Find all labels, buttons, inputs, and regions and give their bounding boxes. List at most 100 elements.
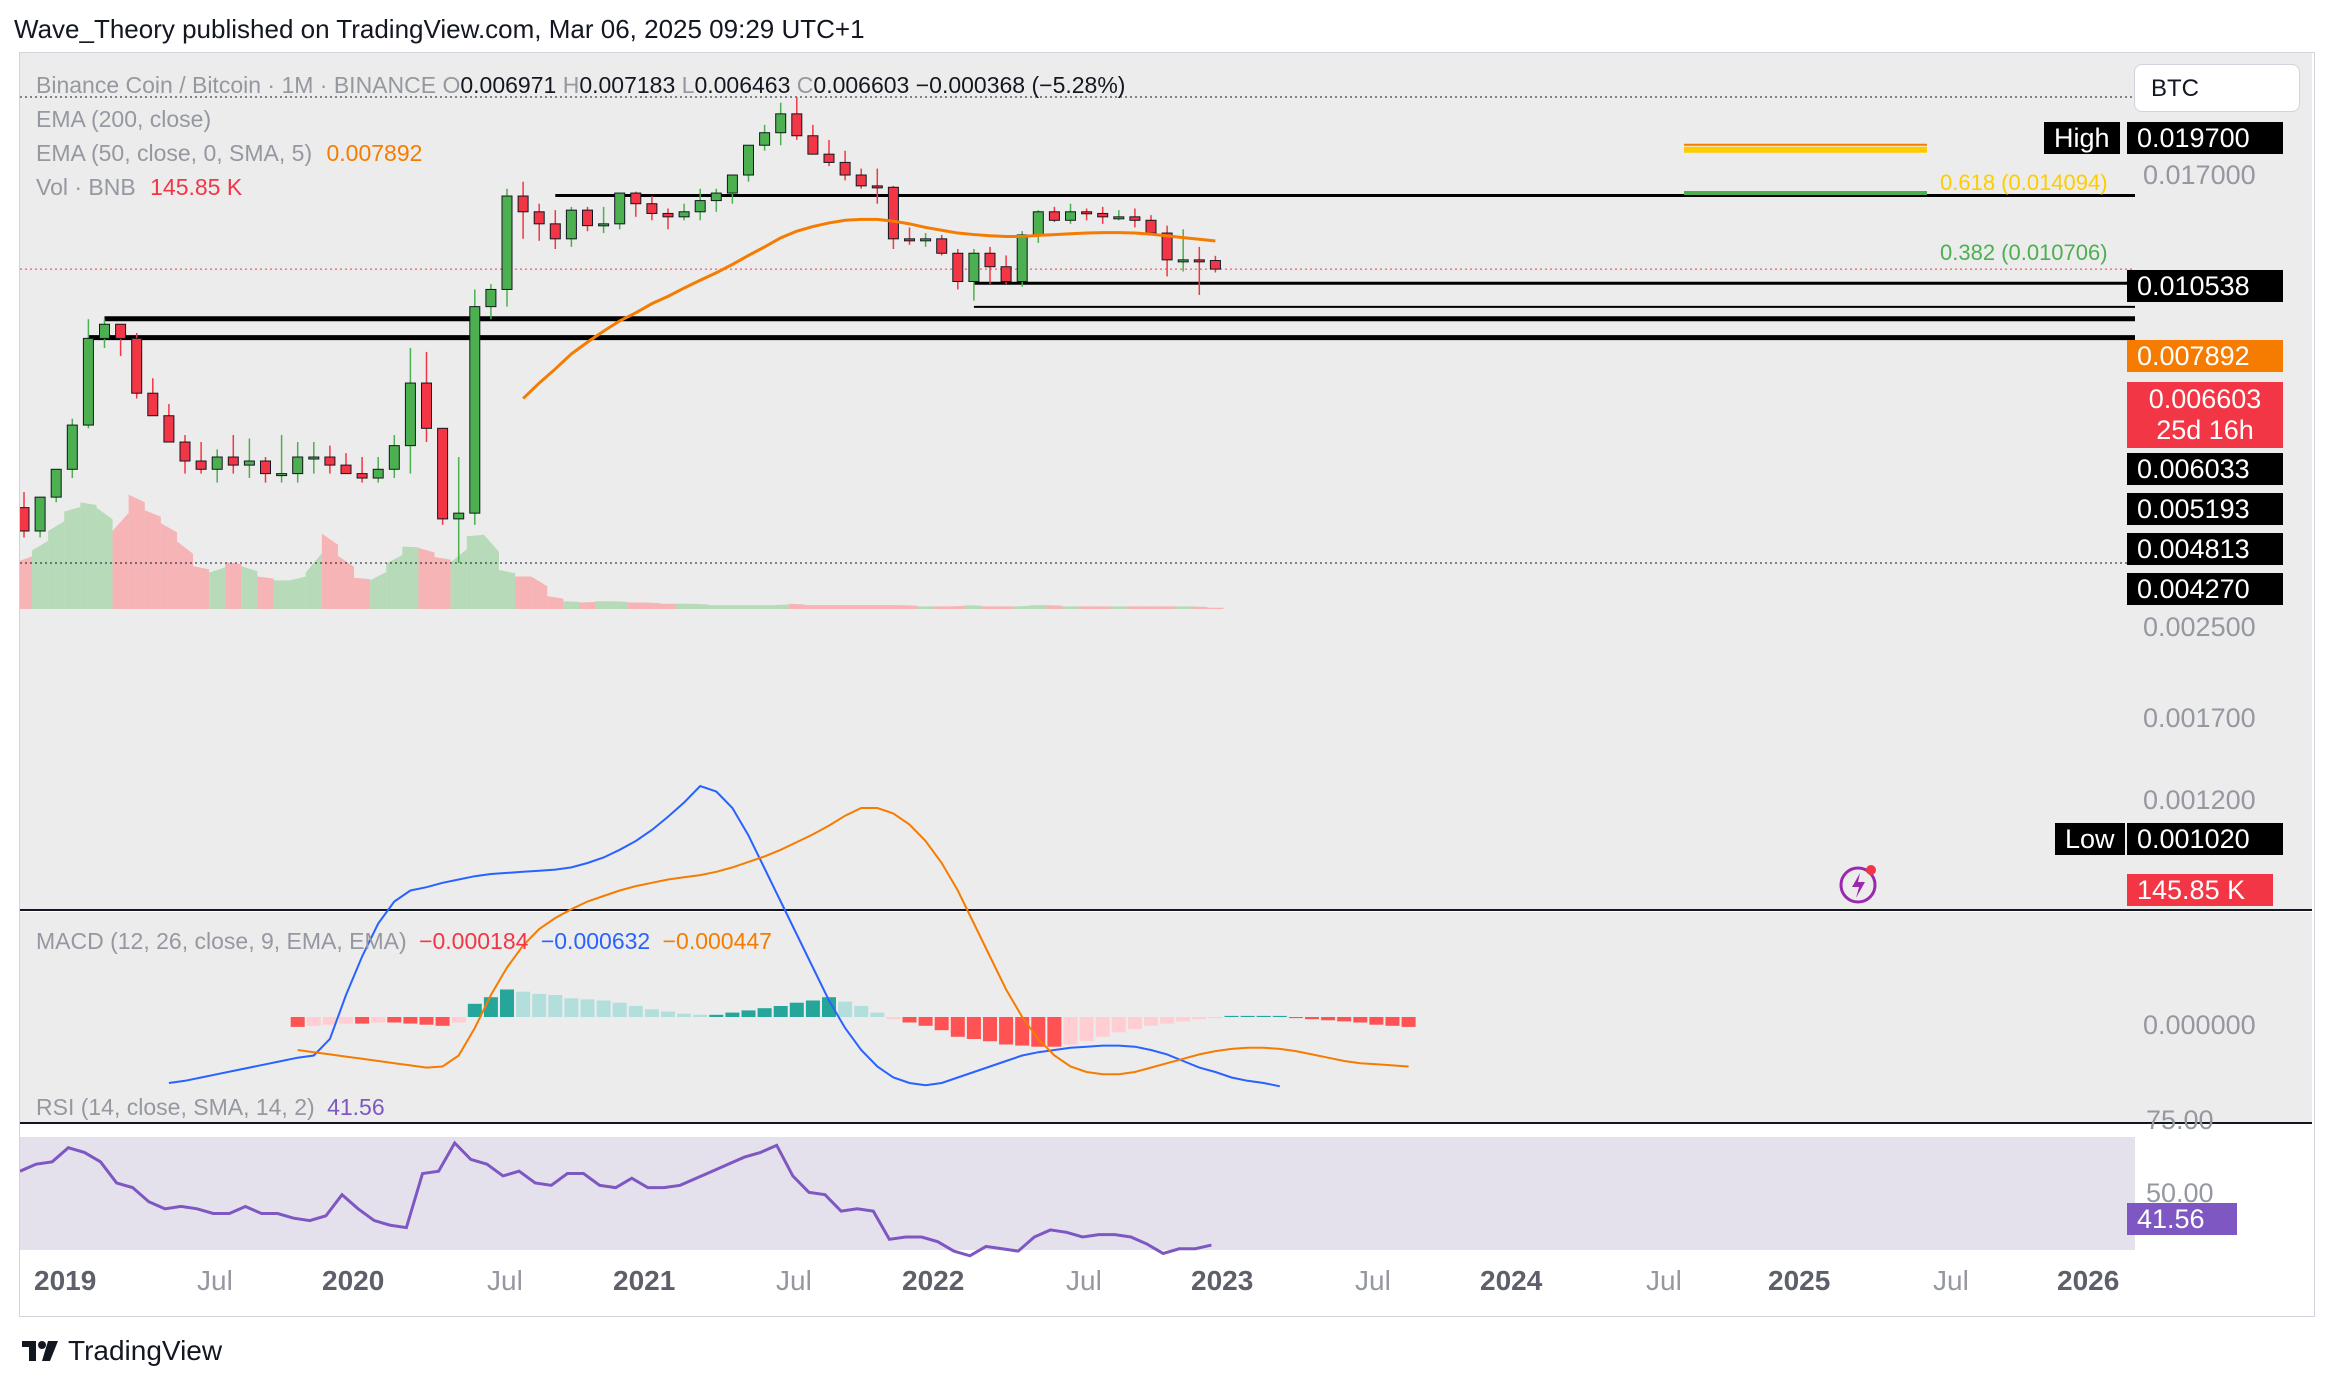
x-tick-2020: 2020 — [322, 1265, 385, 1296]
legend-rsi: RSI (14, close, SMA, 14, 2) — [36, 1094, 315, 1120]
candle-body — [549, 223, 561, 240]
high-tag: High — [2044, 122, 2120, 154]
candle-body — [20, 507, 30, 532]
macd-histogram-bar — [1337, 1017, 1352, 1022]
volume-series — [20, 494, 1224, 609]
candle-body — [501, 195, 513, 290]
candle-body — [855, 174, 867, 187]
macd-histogram-bar — [757, 1008, 772, 1017]
macd-histogram-bar — [1176, 1017, 1191, 1022]
volume-bar — [659, 603, 677, 609]
candle-body — [195, 460, 207, 470]
volume-bar — [1110, 606, 1127, 609]
legend-ema200: EMA (200, close) — [36, 106, 212, 132]
candle-body — [662, 212, 674, 218]
candle-body — [1032, 211, 1044, 236]
macd-histogram-bar — [1015, 1017, 1030, 1046]
macd-histogram-bar — [1047, 1017, 1062, 1047]
legend-c-label: C — [796, 72, 814, 98]
macd-histogram-bar — [805, 1000, 820, 1017]
volume-bar — [885, 605, 902, 609]
macd-histogram-bar — [709, 1014, 724, 1017]
macd-histogram-bar — [451, 1017, 466, 1023]
volume-bar — [772, 604, 789, 609]
macd-histogram-bar — [1369, 1017, 1384, 1025]
rsi-band — [20, 1137, 2135, 1250]
candle-body — [50, 468, 62, 498]
volume-bar — [241, 566, 258, 609]
currency-selector[interactable]: BTC — [2134, 64, 2300, 112]
candle-body — [517, 195, 529, 213]
support-4-label: 0.004270 — [2127, 573, 2283, 605]
volume-bar — [788, 603, 805, 609]
volume-bar — [595, 601, 612, 609]
macd-histogram-bar — [387, 1017, 402, 1023]
volume-bar — [1078, 606, 1095, 609]
fib-618-label: 0.618 (0.014094) — [1940, 170, 2108, 195]
volume-bar — [643, 602, 660, 609]
volume-bar — [740, 605, 757, 609]
macd-histogram-bar — [999, 1017, 1014, 1045]
volume-bar — [724, 605, 741, 609]
volume-bar — [531, 576, 548, 609]
legend-vol: Vol · BNB — [36, 174, 136, 200]
chart-canvas[interactable]: 0.618 (0.014094) 0.382 (0.010706) — [20, 53, 2312, 1315]
x-tick-2022: 2022 — [902, 1265, 965, 1296]
candle-body — [646, 203, 658, 214]
candle-body — [356, 473, 368, 479]
macd-histogram-bar — [1256, 1015, 1271, 1017]
macd-histogram-bar — [1111, 1017, 1126, 1033]
volume-bar — [209, 567, 226, 609]
legend-change: −0.000368 (−5.28%) — [915, 72, 1126, 98]
volume-bar — [1062, 606, 1079, 609]
macd-histogram-bar — [1144, 1017, 1158, 1026]
candle-body — [775, 113, 787, 134]
volume-bar — [869, 605, 886, 609]
candle-body — [485, 288, 497, 308]
macd-histogram-bar — [677, 1013, 692, 1017]
macd-histogram-bar — [870, 1012, 885, 1017]
volume-bar — [547, 596, 564, 609]
candle-body — [1000, 266, 1012, 283]
volume-bar — [225, 562, 242, 609]
volume-bar — [370, 571, 387, 609]
candle-body — [904, 238, 915, 242]
volume-bar — [917, 606, 934, 609]
last-price-box: 0.006603 25d 16h — [2127, 382, 2283, 448]
x-tick-jul-2020: Jul — [487, 1265, 523, 1296]
macd-histogram-bar — [966, 1017, 981, 1039]
volume-bar — [579, 601, 596, 609]
tradingview-logo-icon — [22, 1341, 58, 1361]
last-price: 0.006603 — [2148, 384, 2262, 414]
volume-bar — [418, 547, 435, 609]
volume-bar — [321, 533, 338, 609]
volume-bar — [676, 603, 693, 609]
alert-icon[interactable] — [1839, 865, 1877, 904]
candle-body — [453, 512, 465, 520]
macd-histogram-bar — [467, 1003, 482, 1017]
macd-histogram-bar — [693, 1014, 708, 1017]
macd-histogram-bar — [1224, 1015, 1239, 1017]
candle-body — [694, 200, 706, 213]
volume-bar — [933, 606, 950, 609]
volume-bar — [1126, 606, 1143, 609]
volume-bar — [804, 605, 821, 609]
legend-close: 0.006603 — [813, 72, 910, 98]
volume-bar — [144, 510, 161, 609]
footer-brand[interactable]: TradingView — [20, 1335, 222, 1367]
volume-bar — [80, 502, 97, 609]
macd-zero-label: 0.000000 — [2143, 1010, 2256, 1040]
x-tick-2023: 2023 — [1191, 1265, 1254, 1296]
legend-macd-row: MACD (12, 26, close, 9, EMA, EMA) −0.000… — [36, 928, 772, 955]
volume-bar — [434, 557, 451, 609]
macd-histogram-bar — [1401, 1017, 1416, 1027]
volume-price-label: 145.85 K — [2127, 874, 2273, 906]
macd-histogram-bar — [1208, 1017, 1223, 1019]
x-tick-2026: 2026 — [2057, 1265, 2120, 1296]
candle-body — [243, 460, 255, 466]
macd-histogram-bar — [822, 997, 836, 1017]
legend-open: 0.006971 — [460, 72, 557, 98]
candle-body — [710, 192, 722, 202]
high-price-label: 0.019700 — [2127, 122, 2283, 154]
volume-bar — [257, 576, 274, 609]
